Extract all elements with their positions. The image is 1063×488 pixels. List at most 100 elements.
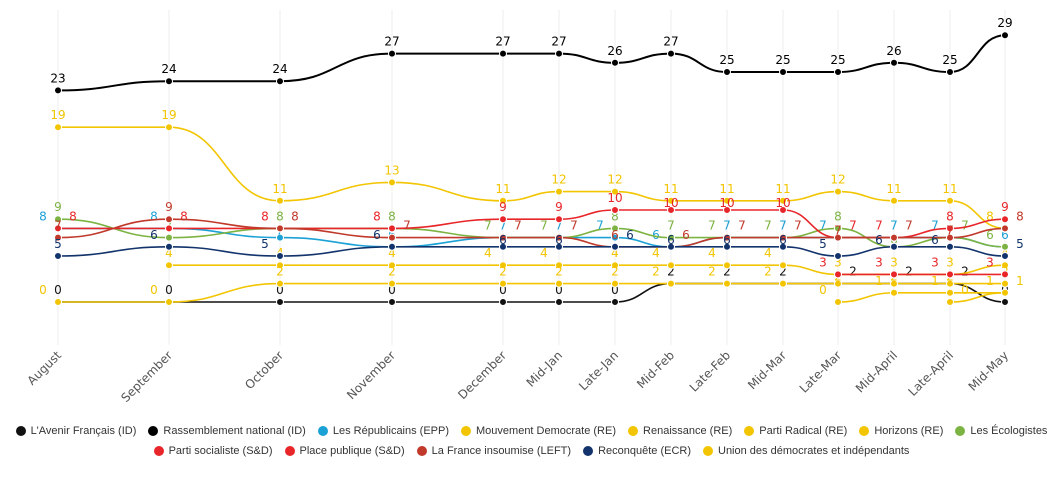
data-point[interactable] [667, 49, 675, 58]
legend-item[interactable]: Horizons (RE) [859, 424, 943, 438]
legend-item[interactable]: L'Avenir Français (ID) [15, 424, 136, 438]
data-point[interactable] [276, 233, 284, 242]
data-point[interactable] [779, 279, 787, 288]
data-point[interactable] [779, 261, 787, 270]
data-point[interactable] [54, 298, 62, 306]
data-point[interactable] [723, 233, 731, 242]
data-point[interactable] [723, 68, 731, 76]
data-point[interactable] [165, 224, 173, 233]
data-point[interactable] [165, 242, 173, 251]
data-point[interactable] [388, 49, 396, 58]
data-point[interactable] [946, 242, 954, 251]
legend-item[interactable]: Place publique (S&D) [284, 444, 405, 458]
data-point[interactable] [54, 215, 62, 224]
data-point[interactable] [946, 288, 954, 297]
data-point[interactable] [1001, 261, 1009, 270]
data-point[interactable] [667, 279, 675, 288]
data-point[interactable] [499, 233, 507, 242]
data-point[interactable] [54, 224, 62, 233]
data-point[interactable] [388, 242, 396, 251]
data-point[interactable] [1001, 298, 1009, 306]
data-point[interactable] [1001, 279, 1009, 288]
data-point[interactable] [834, 233, 842, 242]
data-point[interactable] [499, 49, 507, 58]
data-point[interactable] [611, 298, 619, 306]
data-point[interactable] [276, 298, 284, 306]
legend-item[interactable]: Les Républicains (EPP) [317, 424, 449, 438]
data-point[interactable] [276, 252, 284, 260]
legend-item[interactable]: Reconquête (ECR) [583, 444, 691, 458]
legend-item[interactable]: Parti socialiste (S&D) [153, 444, 273, 458]
data-point[interactable] [723, 279, 731, 288]
data-point[interactable] [276, 279, 284, 288]
data-point[interactable] [54, 86, 62, 95]
data-point[interactable] [779, 242, 787, 251]
data-point[interactable] [723, 242, 731, 251]
data-point[interactable] [890, 58, 898, 67]
data-point[interactable] [946, 270, 954, 279]
data-point[interactable] [946, 233, 954, 242]
data-point[interactable] [890, 270, 898, 279]
data-point[interactable] [388, 224, 396, 233]
data-point[interactable] [834, 298, 842, 306]
data-point[interactable] [611, 187, 619, 196]
data-point[interactable] [723, 261, 731, 270]
data-point[interactable] [499, 261, 507, 270]
data-point[interactable] [54, 233, 62, 242]
data-point[interactable] [667, 206, 675, 214]
data-point[interactable] [1001, 242, 1009, 251]
data-point[interactable] [946, 298, 954, 306]
data-point[interactable] [1001, 288, 1009, 297]
data-point[interactable] [890, 233, 898, 242]
data-point[interactable] [779, 233, 787, 242]
data-point[interactable] [779, 196, 787, 205]
data-point[interactable] [611, 279, 619, 288]
data-point[interactable] [499, 215, 507, 224]
data-point[interactable] [388, 178, 396, 187]
legend-item[interactable]: Renaissance (RE) [628, 424, 732, 438]
data-point[interactable] [611, 224, 619, 233]
data-point[interactable] [555, 49, 563, 58]
legend-item[interactable]: Union des démocrates et indépendants [703, 444, 909, 458]
data-point[interactable] [276, 196, 284, 205]
legend-item[interactable]: Parti Radical (RE) [744, 424, 847, 438]
data-point[interactable] [890, 279, 898, 288]
data-point[interactable] [555, 187, 563, 196]
data-point[interactable] [276, 224, 284, 233]
data-point[interactable] [946, 224, 954, 233]
data-point[interactable] [388, 233, 396, 242]
data-point[interactable] [834, 279, 842, 288]
data-point[interactable] [834, 252, 842, 260]
data-point[interactable] [555, 215, 563, 224]
data-point[interactable] [555, 233, 563, 242]
data-point[interactable] [555, 242, 563, 251]
data-point[interactable] [276, 261, 284, 270]
data-point[interactable] [834, 68, 842, 76]
data-point[interactable] [946, 196, 954, 205]
data-point[interactable] [555, 261, 563, 270]
data-point[interactable] [165, 298, 173, 306]
data-point[interactable] [611, 206, 619, 214]
data-point[interactable] [834, 270, 842, 279]
data-point[interactable] [723, 206, 731, 214]
data-point[interactable] [890, 242, 898, 251]
data-point[interactable] [1001, 270, 1009, 279]
data-point[interactable] [890, 196, 898, 205]
data-point[interactable] [1001, 215, 1009, 224]
data-point[interactable] [779, 206, 787, 214]
legend-item[interactable]: La France insoumise (LEFT) [416, 444, 571, 458]
data-point[interactable] [555, 279, 563, 288]
data-point[interactable] [723, 196, 731, 205]
data-point[interactable] [388, 279, 396, 288]
data-point[interactable] [388, 298, 396, 306]
data-point[interactable] [499, 196, 507, 205]
data-point[interactable] [611, 233, 619, 242]
data-point[interactable] [667, 261, 675, 270]
legend-item[interactable]: Mouvement Democrate (RE) [461, 424, 616, 438]
data-point[interactable] [165, 233, 173, 242]
data-point[interactable] [779, 68, 787, 76]
data-point[interactable] [499, 298, 507, 306]
data-point[interactable] [890, 288, 898, 297]
data-point[interactable] [165, 77, 173, 86]
data-point[interactable] [667, 233, 675, 242]
